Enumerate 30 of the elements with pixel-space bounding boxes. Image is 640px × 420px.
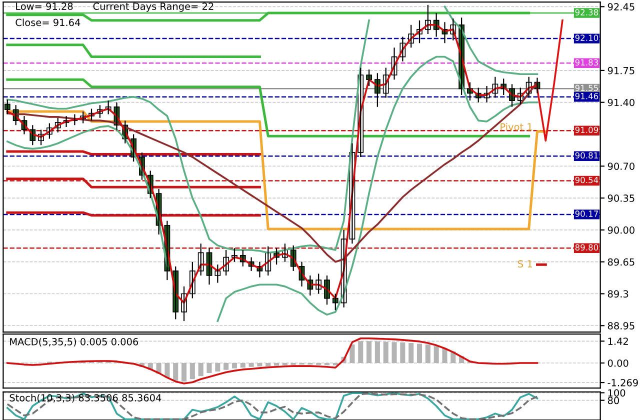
- y-tick-label: 90.35: [608, 194, 634, 202]
- annotation: Current Days Range= 22: [93, 2, 214, 12]
- y-tick-label: 88.95: [608, 322, 634, 330]
- y-tick-label: 80: [608, 396, 619, 404]
- ref-line-label: 92.10: [575, 34, 598, 41]
- y-tick-label: 90.70: [608, 162, 634, 170]
- y-tick-label: 89.3: [608, 290, 628, 298]
- ref-line-label: 90.81: [575, 152, 598, 159]
- y-tick-label: 92.45: [608, 3, 634, 10]
- y-tick-label: 91.75: [608, 66, 634, 74]
- annotation: Pivot 1: [500, 123, 532, 131]
- annotation: Close= 91.64: [16, 18, 80, 26]
- ref-line-label: 91.46: [575, 92, 598, 100]
- ref-line-label: 90.54: [575, 176, 598, 184]
- y-tick-label: 1.42: [608, 338, 628, 345]
- y-tick-label: 91.40: [608, 98, 634, 106]
- y-tick-label: 0.00: [608, 359, 628, 367]
- y-tick-label: 90.00: [608, 226, 634, 234]
- ref-line-label: 91.55: [575, 84, 598, 92]
- annotation: S 1: [518, 260, 532, 268]
- y-tick-label: 89.65: [608, 258, 634, 266]
- ref-line-label: 90.17: [575, 210, 598, 217]
- y-tick-label: 100: [608, 389, 626, 397]
- annotation: Low= 91.28: [16, 2, 73, 10]
- ref-line-label: 89.80: [575, 244, 598, 251]
- annotation: MACD(5,35,5) 0.005 0.006: [10, 338, 138, 347]
- y-tick-label: -1.269: [608, 379, 638, 386]
- ref-line-label: 91.83: [575, 59, 598, 66]
- ref-line-label: 91.09: [575, 126, 598, 134]
- ref-line-label: 92.38: [575, 9, 598, 16]
